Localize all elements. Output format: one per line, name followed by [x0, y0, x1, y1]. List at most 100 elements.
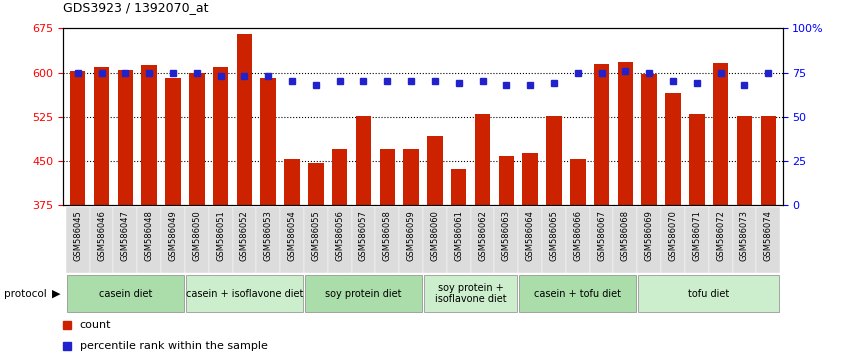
Bar — [613, 207, 637, 273]
Bar — [470, 207, 494, 273]
Bar — [637, 207, 661, 273]
Bar — [494, 207, 519, 273]
Bar — [186, 275, 303, 312]
Text: GSM586056: GSM586056 — [335, 210, 344, 261]
Bar — [451, 169, 466, 205]
Bar — [261, 79, 276, 205]
Bar — [308, 163, 323, 205]
Bar — [185, 207, 209, 273]
Text: count: count — [80, 320, 111, 330]
Bar — [519, 275, 636, 312]
Text: GSM586060: GSM586060 — [431, 210, 439, 261]
Text: GSM586074: GSM586074 — [764, 210, 772, 261]
Text: protocol: protocol — [4, 289, 47, 299]
Text: GSM586051: GSM586051 — [216, 210, 225, 261]
Text: GSM586053: GSM586053 — [264, 210, 272, 261]
Bar — [424, 275, 517, 312]
Bar — [689, 114, 705, 205]
Text: GSM586054: GSM586054 — [288, 210, 297, 261]
Text: GSM586061: GSM586061 — [454, 210, 464, 261]
Bar — [352, 207, 376, 273]
Text: GSM586052: GSM586052 — [240, 210, 249, 261]
Bar — [189, 73, 205, 205]
Text: casein + isoflavone diet: casein + isoflavone diet — [186, 289, 303, 299]
Bar — [570, 159, 585, 205]
Text: GSM586071: GSM586071 — [692, 210, 701, 261]
Text: tofu diet: tofu diet — [688, 289, 729, 299]
Text: GSM586069: GSM586069 — [645, 210, 654, 261]
Bar — [137, 207, 161, 273]
Bar — [566, 207, 590, 273]
Text: GSM586045: GSM586045 — [74, 210, 82, 261]
Bar — [256, 207, 280, 273]
Bar — [380, 149, 395, 205]
Bar — [641, 74, 657, 205]
Bar — [284, 159, 299, 205]
Bar — [280, 207, 304, 273]
Bar — [423, 207, 447, 273]
Bar — [761, 116, 776, 205]
Bar — [94, 67, 109, 205]
Text: GSM586048: GSM586048 — [145, 210, 154, 261]
Text: GSM586072: GSM586072 — [717, 210, 725, 261]
Bar — [332, 149, 348, 205]
Bar — [733, 207, 756, 273]
Bar — [70, 71, 85, 205]
Text: soy protein diet: soy protein diet — [325, 289, 402, 299]
Bar — [639, 275, 779, 312]
Text: GSM586058: GSM586058 — [382, 210, 392, 261]
Bar — [498, 156, 514, 205]
Bar — [305, 275, 422, 312]
Bar — [90, 207, 113, 273]
Bar — [404, 149, 419, 205]
Bar — [475, 114, 491, 205]
Text: GDS3923 / 1392070_at: GDS3923 / 1392070_at — [63, 1, 209, 14]
Text: percentile rank within the sample: percentile rank within the sample — [80, 341, 267, 351]
Bar — [376, 207, 399, 273]
Bar — [213, 67, 228, 205]
Bar — [118, 70, 133, 205]
Bar — [618, 62, 633, 205]
Bar — [327, 207, 352, 273]
Text: GSM586068: GSM586068 — [621, 210, 630, 261]
Bar — [161, 207, 185, 273]
Bar — [685, 207, 709, 273]
Bar — [594, 64, 609, 205]
Text: GSM586050: GSM586050 — [192, 210, 201, 261]
Bar — [67, 275, 184, 312]
Bar — [709, 207, 733, 273]
Bar — [113, 207, 137, 273]
Text: GSM586063: GSM586063 — [502, 210, 511, 261]
Text: GSM586055: GSM586055 — [311, 210, 321, 261]
Bar — [165, 79, 181, 205]
Bar — [661, 207, 685, 273]
Bar — [447, 207, 470, 273]
Text: ▶: ▶ — [52, 289, 61, 299]
Text: GSM586057: GSM586057 — [359, 210, 368, 261]
Bar — [237, 34, 252, 205]
Text: GSM586062: GSM586062 — [478, 210, 487, 261]
Text: GSM586049: GSM586049 — [168, 210, 178, 261]
Bar — [355, 116, 371, 205]
Bar — [519, 207, 542, 273]
Text: soy protein +
isoflavone diet: soy protein + isoflavone diet — [435, 283, 507, 304]
Bar — [399, 207, 423, 273]
Bar — [542, 207, 566, 273]
Bar — [590, 207, 613, 273]
Text: casein diet: casein diet — [99, 289, 152, 299]
Bar — [523, 153, 538, 205]
Bar — [547, 116, 562, 205]
Text: GSM586065: GSM586065 — [549, 210, 558, 261]
Bar — [427, 136, 442, 205]
Text: GSM586047: GSM586047 — [121, 210, 129, 261]
Text: GSM586070: GSM586070 — [668, 210, 678, 261]
Text: casein + tofu diet: casein + tofu diet — [535, 289, 621, 299]
Bar — [304, 207, 327, 273]
Text: GSM586066: GSM586066 — [574, 210, 582, 261]
Text: GSM586059: GSM586059 — [407, 210, 415, 261]
Bar — [713, 63, 728, 205]
Bar — [756, 207, 780, 273]
Bar — [233, 207, 256, 273]
Bar — [665, 93, 681, 205]
Bar — [737, 116, 752, 205]
